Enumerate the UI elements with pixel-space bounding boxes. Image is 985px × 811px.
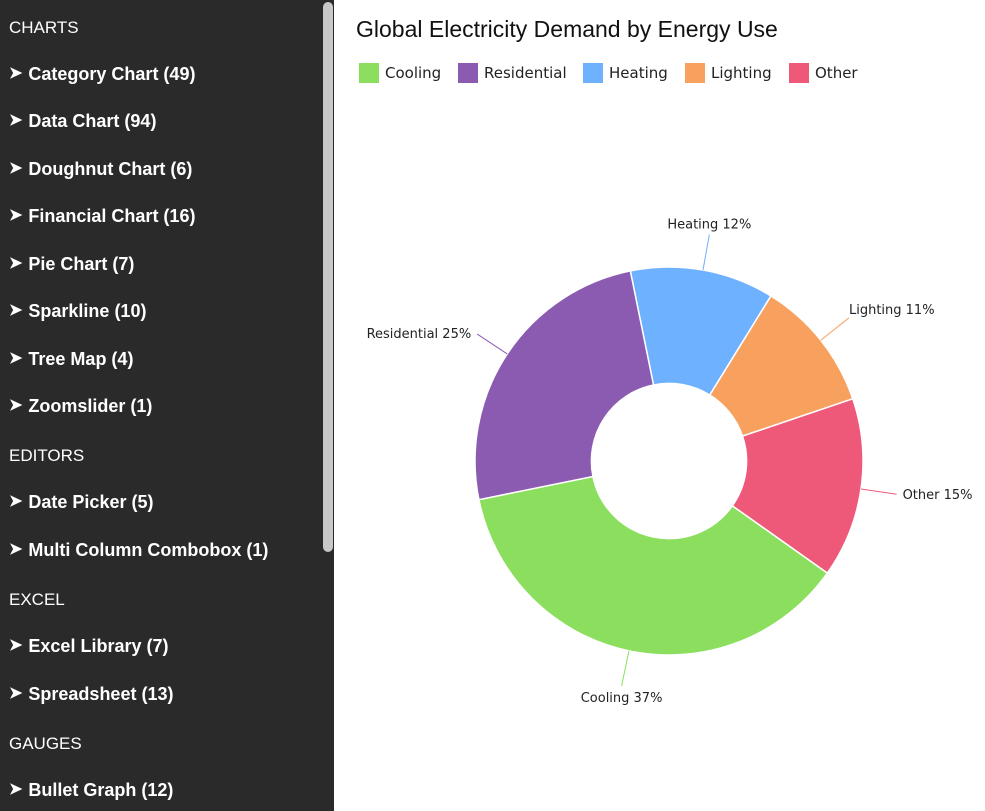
sidebar-item-date-picker[interactable]: ➤ Date Picker (5) xyxy=(9,491,153,513)
legend-item-heating[interactable]: Heating xyxy=(583,63,668,83)
leader-line-heating xyxy=(702,234,710,271)
slice-heating[interactable] xyxy=(629,266,772,397)
sidebar-section-gauges: GAUGES xyxy=(9,734,82,753)
chart-title: Global Electricity Demand by Energy Use xyxy=(356,16,778,42)
legend-label: Lighting xyxy=(711,64,772,82)
sidebar-item-label: Doughnut Chart (6) xyxy=(28,159,193,179)
sidebar-item-label: Bullet Graph (12) xyxy=(28,780,174,800)
leader-line-other xyxy=(860,488,897,495)
slice-label-heating: Heating 12% xyxy=(667,218,751,233)
leader-line-residential xyxy=(476,333,508,355)
arrow-right-icon: ➤ xyxy=(9,637,23,654)
arrow-right-icon: ➤ xyxy=(9,781,23,798)
sidebar-item-zoomslider[interactable]: ➤ Zoomslider (1) xyxy=(9,395,152,417)
leader-line-lighting xyxy=(820,317,850,341)
leader-line-cooling xyxy=(621,650,630,687)
legend-label: Residential xyxy=(484,64,567,82)
slice-label-lighting: Lighting 11% xyxy=(849,303,935,318)
sidebar-item-label: Sparkline (10) xyxy=(28,301,147,321)
sidebar-item-pie-chart[interactable]: ➤ Pie Chart (7) xyxy=(9,253,134,275)
sidebar-item-multi-column-combobox[interactable]: ➤ Multi Column Combobox (1) xyxy=(9,539,268,561)
sidebar-section-editors: EDITORS xyxy=(9,446,85,465)
sidebar-item-data-chart[interactable]: ➤ Data Chart (94) xyxy=(9,110,156,132)
slice-cooling[interactable] xyxy=(478,475,829,656)
arrow-right-icon: ➤ xyxy=(9,350,23,367)
sidebar-item-sparkline[interactable]: ➤ Sparkline (10) xyxy=(9,300,146,322)
legend-swatch xyxy=(583,63,603,83)
slice-label-cooling: Cooling 37% xyxy=(581,691,663,706)
sidebar-item-category-chart[interactable]: ➤ Category Chart (49) xyxy=(9,63,195,85)
sidebar-item-label: Tree Map (4) xyxy=(28,349,134,369)
sidebar-item-label: Spreadsheet (13) xyxy=(28,684,174,704)
sidebar-item-financial-chart[interactable]: ➤ Financial Chart (16) xyxy=(9,205,195,227)
legend-item-residential[interactable]: Residential xyxy=(458,63,567,83)
sidebar-item-doughnut-chart[interactable]: ➤ Doughnut Chart (6) xyxy=(9,158,192,180)
sidebar-item-bullet-graph[interactable]: ➤ Bullet Graph (12) xyxy=(9,779,173,801)
arrow-right-icon: ➤ xyxy=(9,397,23,414)
slice-residential[interactable] xyxy=(474,270,655,501)
arrow-right-icon: ➤ xyxy=(9,160,23,177)
sidebar-section-charts: CHARTS xyxy=(9,18,79,37)
sidebar-item-spreadsheet[interactable]: ➤ Spreadsheet (13) xyxy=(9,683,173,705)
sidebar-item-tree-map[interactable]: ➤ Tree Map (4) xyxy=(9,348,133,370)
slice-label-other: Other 15% xyxy=(903,488,973,503)
doughnut-chart: Heating 12% Lighting 11% Other 15% Cooling … xyxy=(367,218,973,706)
legend-swatch xyxy=(458,63,478,83)
legend-swatch xyxy=(685,63,705,83)
sidebar-scrollbar-thumb[interactable] xyxy=(323,2,333,552)
arrow-right-icon: ➤ xyxy=(9,493,23,510)
legend-label: Heating xyxy=(609,64,668,82)
sidebar-item-label: Category Chart (49) xyxy=(28,64,196,84)
sidebar-item-label: Zoomslider (1) xyxy=(28,396,153,416)
slice-other[interactable] xyxy=(731,397,864,575)
sidebar-item-excel-library[interactable]: ➤ Excel Library (7) xyxy=(9,635,168,657)
legend-swatch xyxy=(789,63,809,83)
arrow-right-icon: ➤ xyxy=(9,207,23,224)
main-content: Global Electricity Demand by Energy Use … xyxy=(334,0,985,811)
legend-label: Other xyxy=(815,64,858,82)
sidebar-item-label: Financial Chart (16) xyxy=(28,206,196,226)
sidebar-item-label: Excel Library (7) xyxy=(28,636,169,656)
arrow-right-icon: ➤ xyxy=(9,685,23,702)
arrow-right-icon: ➤ xyxy=(9,302,23,319)
sidebar: CHARTS ➤ Category Chart (49) ➤ Data Chart (9… xyxy=(0,0,322,811)
legend-item-other[interactable]: Other xyxy=(789,63,858,83)
legend-label: Cooling xyxy=(385,64,442,82)
legend-swatch xyxy=(359,63,379,83)
slice-label-residential: Residential 25% xyxy=(367,327,472,342)
legend-item-lighting[interactable]: Lighting xyxy=(685,63,772,83)
sidebar-item-label: Data Chart (94) xyxy=(28,111,157,131)
arrow-right-icon: ➤ xyxy=(9,255,23,272)
sidebar-section-excel: EXCEL xyxy=(9,590,65,609)
arrow-right-icon: ➤ xyxy=(9,112,23,129)
sidebar-item-label: Pie Chart (7) xyxy=(28,254,135,274)
arrow-right-icon: ➤ xyxy=(9,65,23,82)
sidebar-item-label: Date Picker (5) xyxy=(28,492,154,512)
sidebar-item-label: Multi Column Combobox (1) xyxy=(28,540,269,560)
legend-item-cooling[interactable]: Cooling xyxy=(359,63,441,83)
arrow-right-icon: ➤ xyxy=(9,541,23,558)
